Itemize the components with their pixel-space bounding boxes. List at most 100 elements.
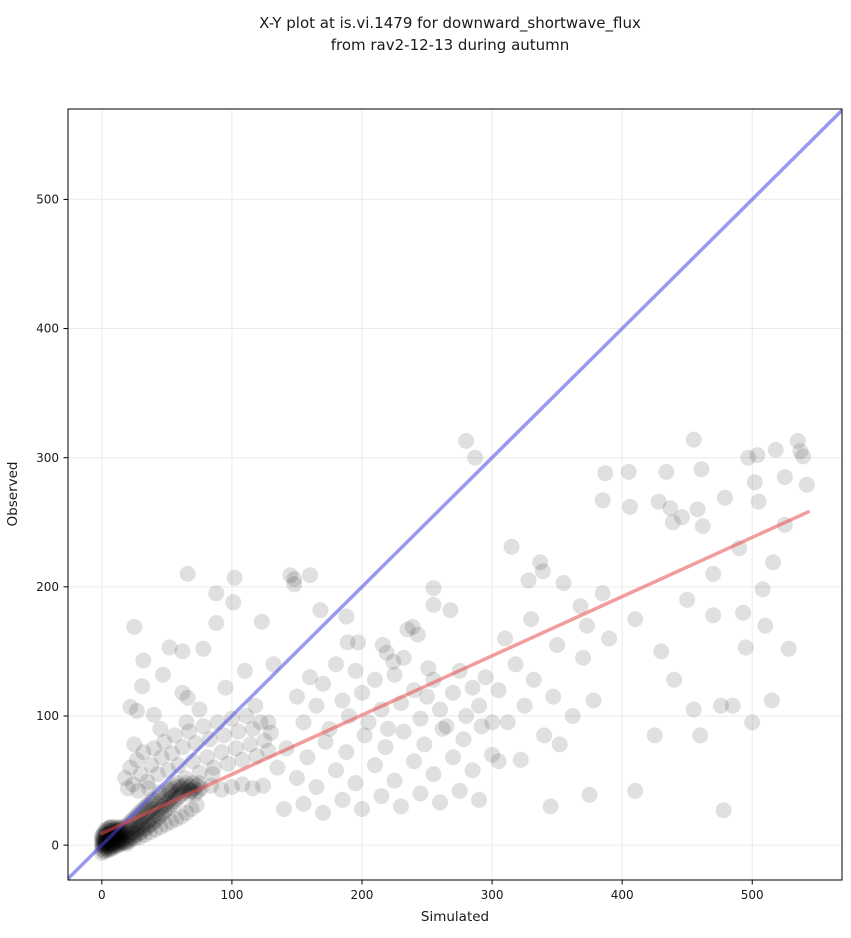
scatter-point: [174, 739, 191, 755]
scatter-point: [126, 830, 143, 847]
scatter-point: [104, 838, 121, 855]
scatter-point: [169, 775, 186, 792]
scatter-point: [288, 770, 305, 786]
scatter-point: [145, 813, 162, 830]
scatter-point: [115, 834, 132, 851]
scatter-point: [118, 835, 135, 852]
scatter-point: [102, 841, 119, 857]
scatter-point: [142, 794, 158, 811]
scatter-point: [97, 835, 114, 852]
scatter-point: [208, 585, 225, 602]
scatter-point: [458, 432, 475, 449]
scatter-point: [458, 708, 475, 724]
scatter-point: [166, 777, 183, 794]
scatter-point: [104, 830, 121, 847]
scatter-point: [328, 656, 344, 673]
scatter-point: [395, 649, 412, 666]
scatter-point: [171, 779, 188, 795]
scatter-point: [674, 509, 690, 526]
scatter-point: [503, 538, 520, 555]
scatter-point: [128, 751, 145, 768]
scatter-point: [347, 775, 364, 792]
scatter-point: [153, 806, 170, 823]
scatter-point: [199, 749, 216, 766]
scatter-point: [442, 602, 459, 619]
scatter-point: [95, 838, 112, 855]
scatter-point: [746, 474, 763, 491]
scatter-point: [155, 666, 171, 683]
scatter-point: [109, 826, 126, 843]
scatter-point: [238, 708, 255, 724]
scatter-point: [689, 501, 706, 518]
scatter-point: [152, 720, 169, 737]
x-tick-label: 100: [220, 888, 243, 902]
scatter-point: [438, 718, 455, 735]
scatter-point: [161, 639, 178, 656]
scatter-point: [715, 802, 732, 819]
scatter-point: [425, 766, 442, 783]
scatter-point: [213, 781, 230, 798]
scatter-point: [113, 832, 130, 848]
scatter-point: [175, 777, 192, 794]
scatter-point: [148, 811, 165, 828]
scatter-point: [208, 615, 225, 631]
scatter-point: [378, 644, 395, 661]
scatter-point: [713, 697, 729, 714]
scatter-point: [121, 833, 138, 850]
scatter-point: [302, 567, 318, 584]
scatter-point: [113, 835, 130, 852]
scatter-point: [109, 835, 126, 852]
scatter-point: [122, 820, 139, 837]
scatter-point: [213, 744, 230, 761]
scatter-point: [477, 669, 494, 686]
scatter-point: [217, 679, 234, 696]
scatter-point: [174, 684, 191, 701]
scatter-point: [646, 727, 663, 744]
scatter-point: [152, 819, 169, 836]
scatter-point: [627, 611, 644, 628]
scatter-point: [317, 733, 334, 750]
scatter-point: [579, 617, 595, 634]
scatter-point: [473, 718, 490, 735]
scatter-point: [471, 791, 488, 808]
scatter-point: [225, 594, 242, 611]
scatter-point: [135, 744, 152, 761]
y-axis-label: Observed: [5, 462, 21, 527]
scatter-point: [525, 671, 542, 688]
scatter-point: [627, 782, 644, 799]
scatter-point: [119, 780, 136, 797]
plot-border: [67, 108, 843, 881]
scatter-point: [705, 607, 722, 624]
scatter-point: [128, 821, 145, 838]
scatter-point: [464, 679, 481, 696]
y-tick-label: 200: [36, 580, 59, 594]
scatter-point: [143, 816, 160, 833]
scatter-point: [156, 788, 173, 805]
scatter-point: [354, 684, 370, 701]
scatter-point: [295, 795, 312, 812]
scatter-point: [275, 801, 292, 817]
scatter-point: [507, 656, 524, 673]
scatter-point: [395, 723, 412, 740]
scatter-point: [223, 779, 240, 795]
x-tick-label: 500: [741, 888, 764, 902]
scatter-point: [227, 740, 244, 757]
scatter-point: [131, 829, 148, 846]
scatter-point: [658, 463, 675, 480]
scatter-point: [114, 833, 131, 850]
scatter-point: [93, 832, 110, 848]
scatter-point: [147, 821, 164, 838]
scatter-point: [662, 500, 679, 517]
scatter-point: [126, 736, 143, 753]
scatter-point: [286, 576, 303, 593]
scatter-point: [750, 493, 767, 510]
scatter-point: [136, 816, 153, 833]
scatter-point: [138, 820, 155, 837]
scatter-point: [334, 692, 351, 709]
scatter-point: [432, 794, 448, 811]
scatter-point: [295, 714, 312, 731]
scatter-point: [650, 493, 667, 510]
scatter-point: [350, 634, 367, 651]
scatter-point: [288, 688, 305, 705]
